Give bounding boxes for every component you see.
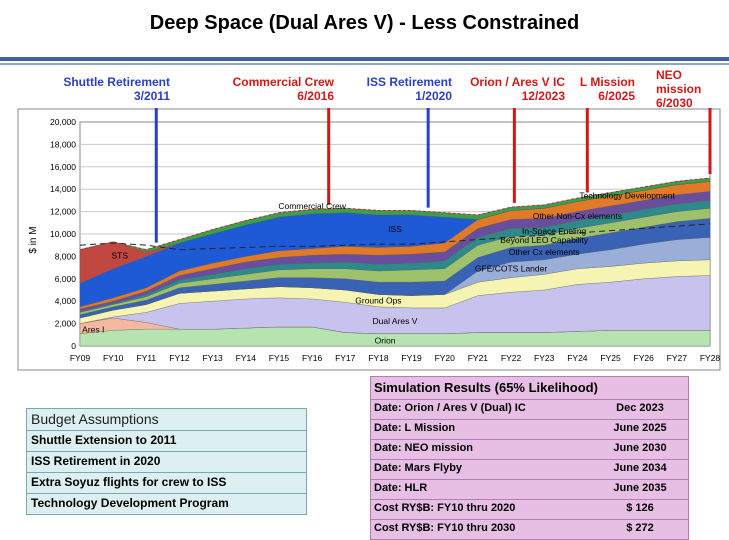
series-label: Other Non-Cx elements <box>533 211 622 221</box>
x-tick-label: FY22 <box>501 353 522 363</box>
simulation-row: Cost RY$B: FY10 thru 2030 $ 272 <box>374 522 654 534</box>
series-label: Technology Development <box>579 190 675 200</box>
area-series <box>79 177 711 347</box>
series-label: Beyond LEO Capability <box>500 235 589 245</box>
y-tick-label: 0 <box>71 341 76 351</box>
y-tick-label: 16,000 <box>50 162 76 172</box>
x-tick-label: FY10 <box>103 353 124 363</box>
simulation-header: Simulation Results (65% Likelihood) <box>371 377 688 400</box>
series-label: ISS <box>388 224 402 234</box>
y-tick-label: 2,000 <box>55 319 77 329</box>
budget-row: ISS Retirement in 2020 <box>27 452 306 473</box>
series-label: Other Cx elements <box>509 247 580 257</box>
x-tick-label: FY23 <box>534 353 555 363</box>
milestone-neo-mission: NEO mission 6/2030 <box>656 68 702 110</box>
series-label: GFE/COTS Lander <box>475 263 547 273</box>
page-title: Deep Space (Dual Ares V) - Less Constrai… <box>149 12 580 34</box>
series-label: Orion <box>375 335 396 345</box>
total-dotted-line <box>79 177 711 251</box>
x-tick-label: FY09 <box>70 353 91 363</box>
milestone-iss-retirement: ISS Retirement 1/2020 <box>366 75 452 103</box>
y-axis-label: $ in M <box>28 226 39 253</box>
y-tick-label: 14,000 <box>50 184 76 194</box>
budget-row: Technology Development Program <box>31 496 229 510</box>
series-label: In-Space Fueling <box>522 226 587 236</box>
y-tick-label: 10,000 <box>50 229 76 239</box>
series-label: Commercial Crew <box>278 201 346 211</box>
budget-assumptions-table: Budget Assumptions Shuttle Extension to … <box>26 408 307 515</box>
y-tick-labels: 0 2,000 4,000 6,000 8,000 10,000 12,000 14,000 1… <box>50 117 76 351</box>
x-tick-label: FY28 <box>700 353 721 363</box>
x-tick-label: FY27 <box>667 353 688 363</box>
series-label: STS <box>112 250 129 260</box>
x-tick-label: FY13 <box>202 353 223 363</box>
milestone-commercial-crew: Commercial Crew 6/2016 <box>232 75 334 103</box>
milestone-orion-ares-v-ic: Orion / Ares V IC 12/2023 <box>470 75 565 103</box>
y-tick-label: 4,000 <box>55 296 77 306</box>
x-tick-label: FY21 <box>468 353 489 363</box>
simulation-results-table: Simulation Results (65% Likelihood) Date… <box>370 376 689 540</box>
simulation-row: Date: Mars Flyby June 2034 <box>371 460 688 480</box>
x-tick-label: FY19 <box>401 353 422 363</box>
x-tick-labels: FY09 FY10 FY11 FY12 FY13 FY14 FY15 FY16 FY17 FY18… <box>70 353 721 363</box>
reference-dashed-line <box>79 223 711 251</box>
x-tick-label: FY11 <box>136 353 156 363</box>
x-tick-label: FY17 <box>335 353 356 363</box>
simulation-row: Cost RY$B: FY10 thru 2020 $ 126 <box>371 500 688 520</box>
x-tick-label: FY24 <box>567 353 588 363</box>
milestone-l-mission: L Mission 6/2025 <box>579 75 635 103</box>
simulation-row: Date: NEO mission June 2030 <box>371 440 688 460</box>
budget-row: Shuttle Extension to 2011 <box>27 431 306 452</box>
series-label: Ares I <box>82 325 104 335</box>
y-tick-label: 12,000 <box>50 207 76 217</box>
x-tick-label: FY16 <box>302 353 323 363</box>
y-tick-label: 20,000 <box>50 117 76 127</box>
series-labels: Orion Ares I Dual Ares V Ground Ops GFE/COTS… <box>82 190 675 345</box>
simulation-row: Date: HLR June 2035 <box>371 480 688 500</box>
x-tick-label: FY15 <box>269 353 290 363</box>
x-tick-label: FY12 <box>169 353 190 363</box>
x-tick-label: FY26 <box>634 353 655 363</box>
y-tick-label: 18,000 <box>50 139 76 149</box>
y-tick-label: 6,000 <box>55 274 77 284</box>
x-tick-label: FY18 <box>368 353 389 363</box>
header-rule-thin <box>0 63 729 65</box>
x-tick-label: FY20 <box>435 353 456 363</box>
header-rule <box>0 57 729 61</box>
budget-header: Budget Assumptions <box>27 409 306 431</box>
budget-row: Extra Soyuz flights for crew to ISS <box>27 473 306 494</box>
x-tick-label: FY25 <box>600 353 621 363</box>
milestone-markers <box>154 108 712 243</box>
milestone-shuttle-retirement: Shuttle Retirement 3/2011 <box>63 75 170 103</box>
stacked-area-chart: 0 2,000 4,000 6,000 8,000 10,000 12,000 14,000 1… <box>17 108 721 371</box>
simulation-row: Date: Orion / Ares V (Dual) IC Dec 2023 <box>371 400 688 420</box>
simulation-row: Date: L Mission June 2025 <box>371 420 688 440</box>
y-tick-label: 8,000 <box>55 251 77 261</box>
x-tick-label: FY14 <box>236 353 257 363</box>
series-label: Ground Ops <box>355 296 401 306</box>
series-label: Dual Ares V <box>373 316 418 326</box>
